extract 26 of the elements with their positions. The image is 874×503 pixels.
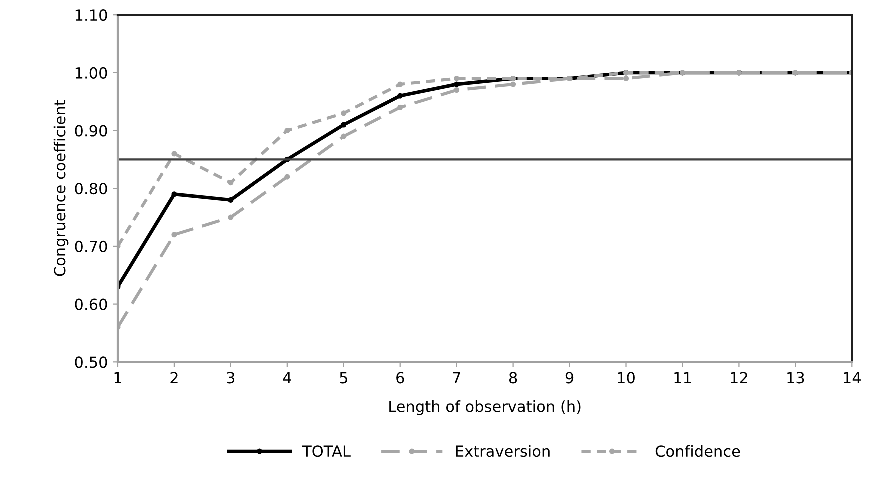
y-tick-label: 0.50: [75, 356, 108, 368]
y-tick-label: 1.00: [76, 67, 108, 79]
legend-label: TOTAL: [302, 446, 351, 458]
legend-label: Confidence: [656, 445, 740, 458]
x-tick-label: 7: [453, 372, 460, 384]
x-tick-label: 13: [788, 372, 804, 384]
x-tick-label: 4: [283, 372, 292, 384]
x-tick-label: 8: [509, 372, 518, 384]
x-axis-title: Length of observation (h): [390, 400, 581, 416]
x-tick-label: 2: [170, 372, 178, 384]
x-tick-label: 1: [114, 372, 122, 384]
legend-label: Extraversion: [456, 445, 550, 458]
x-tick-label: 14: [844, 372, 862, 384]
y-tick-label: 0.70: [75, 240, 108, 252]
y-axis-title: Congruence coefficient: [54, 100, 69, 276]
x-tick-label: 5: [340, 372, 348, 384]
x-tick-label: 12: [731, 372, 748, 384]
y-tick-label: 0.80: [75, 183, 108, 195]
y-tick-label: 0.90: [75, 125, 108, 137]
y-tick-label: 0.60: [75, 298, 108, 310]
x-tick-label: 11: [674, 372, 692, 384]
y-tick-label: 1.10: [76, 10, 108, 22]
x-tick-label: 10: [618, 372, 635, 384]
x-tick-label: 6: [396, 372, 404, 384]
x-tick-label: 3: [227, 372, 235, 384]
x-tick-label: 9: [566, 372, 574, 384]
